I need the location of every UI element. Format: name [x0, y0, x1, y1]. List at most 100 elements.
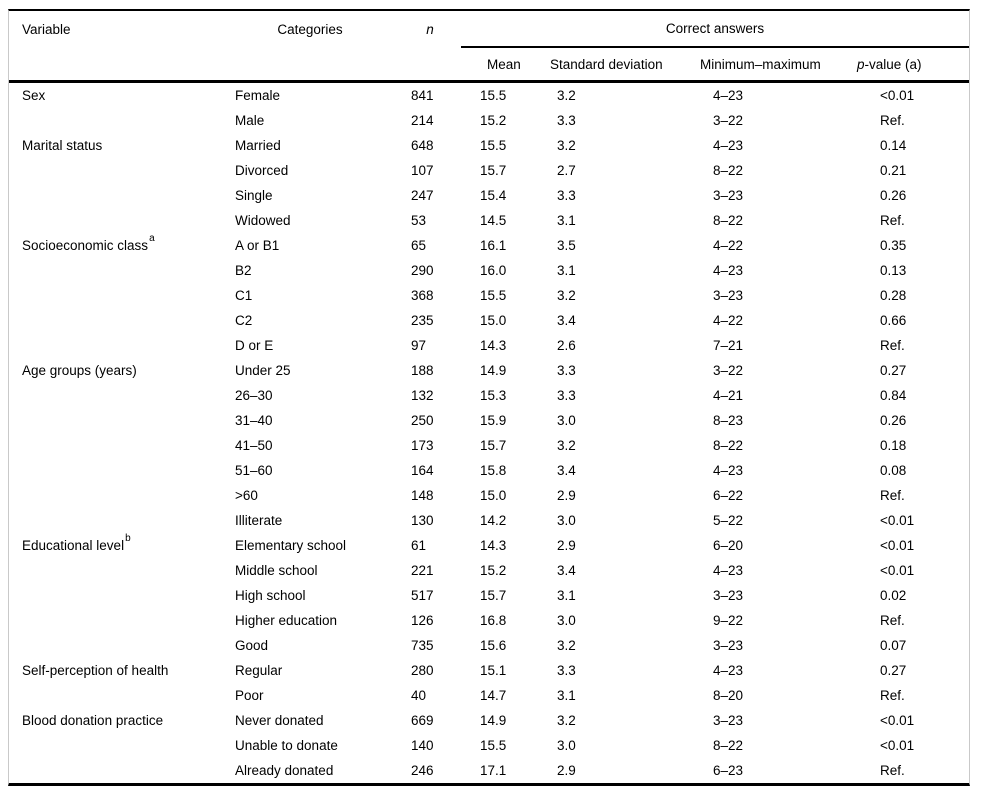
cell-category: Female [235, 88, 281, 103]
cell-variable [9, 758, 221, 783]
col-header-standard-deviation: Standard deviation [531, 47, 687, 83]
cell-variable [9, 633, 221, 658]
cell-p-value: <0.01 [880, 713, 915, 728]
cell-n: 173 [411, 438, 434, 453]
table-row: Widowed 53 14.5 3.1 8–22 Ref. [9, 208, 969, 233]
col-header-mean: Mean [461, 47, 531, 83]
cell-variable: Blood donation practice [9, 708, 221, 733]
cell-variable [9, 558, 221, 583]
cell-mean: 15.0 [480, 313, 507, 328]
cell-p-value: <0.01 [880, 513, 915, 528]
cell-p-value: <0.01 [880, 88, 915, 103]
table-row: C2 235 15.0 3.4 4–22 0.66 [9, 308, 969, 333]
cell-category: 51–60 [235, 463, 273, 478]
cell-n: 648 [411, 138, 434, 153]
variable-label: Self-perception of health [22, 663, 169, 678]
cell-minimum-maximum: 4–23 [713, 563, 744, 578]
cell-category: A or B1 [235, 238, 280, 253]
table-row: C1 368 15.5 3.2 3–23 0.28 [9, 283, 969, 308]
cell-p-value: 0.14 [880, 138, 907, 153]
cell-category: Middle school [235, 563, 318, 578]
cell-n: 164 [411, 463, 434, 478]
cell-variable [9, 208, 221, 233]
cell-standard-deviation: 3.3 [557, 363, 576, 378]
header-row-sub: Mean Standard deviation Minimum–maximum … [9, 47, 970, 83]
cell-minimum-maximum: 3–22 [713, 113, 744, 128]
cell-minimum-maximum: 8–22 [713, 738, 744, 753]
cell-minimum-maximum: 4–23 [713, 463, 744, 478]
cell-p-value: Ref. [880, 113, 905, 128]
cell-p-value: <0.01 [880, 538, 915, 553]
cell-standard-deviation: 2.7 [557, 163, 576, 178]
cell-variable [9, 583, 221, 608]
cell-mean: 14.7 [480, 688, 507, 703]
cell-minimum-maximum: 7–21 [713, 338, 744, 353]
cell-minimum-maximum: 5–22 [713, 513, 744, 528]
table-row: Single 247 15.4 3.3 3–23 0.26 [9, 183, 969, 208]
cell-standard-deviation: 3.4 [557, 563, 576, 578]
cell-mean: 15.8 [480, 463, 507, 478]
cell-variable [9, 333, 221, 358]
cell-category: Unable to donate [235, 738, 338, 753]
cell-standard-deviation: 3.0 [557, 613, 576, 628]
cell-p-value: 0.02 [880, 588, 907, 603]
cell-standard-deviation: 3.2 [557, 88, 576, 103]
variable-label: Sex [22, 88, 46, 103]
cell-mean: 15.5 [480, 738, 507, 753]
cell-variable [9, 483, 221, 508]
cell-n: 126 [411, 613, 434, 628]
cell-n: 290 [411, 263, 434, 278]
table-row: Divorced 107 15.7 2.7 8–22 0.21 [9, 158, 969, 183]
cell-category: Higher education [235, 613, 338, 628]
cell-variable [9, 108, 221, 133]
header-spacer-n [399, 47, 461, 83]
cell-minimum-maximum: 3–23 [713, 713, 744, 728]
cell-mean: 15.7 [480, 438, 507, 453]
cell-standard-deviation: 3.1 [557, 588, 576, 603]
cell-p-value: 0.13 [880, 263, 907, 278]
cell-minimum-maximum: 4–23 [713, 263, 744, 278]
cell-mean: 14.2 [480, 513, 507, 528]
cell-variable [9, 408, 221, 433]
cell-variable: Marital status [9, 133, 221, 158]
cell-p-value: 0.66 [880, 313, 907, 328]
variable-footnote-marker: a [149, 233, 155, 244]
cell-variable [9, 683, 221, 708]
cell-variable [9, 433, 221, 458]
cell-mean: 15.2 [480, 563, 507, 578]
cell-mean: 15.7 [480, 163, 507, 178]
header-spacer-variable [9, 47, 221, 83]
cell-category: 41–50 [235, 438, 273, 453]
col-header-variable: Variable [22, 21, 71, 37]
header-spacer-categories [221, 47, 399, 83]
cell-p-value: Ref. [880, 213, 905, 228]
cell-standard-deviation: 3.5 [557, 238, 576, 253]
cell-standard-deviation: 3.3 [557, 113, 576, 128]
cell-variable [9, 158, 221, 183]
cell-n: 735 [411, 638, 434, 653]
cell-standard-deviation: 2.9 [557, 763, 576, 778]
cell-variable [9, 183, 221, 208]
cell-standard-deviation: 3.2 [557, 288, 576, 303]
cell-standard-deviation: 3.1 [557, 688, 576, 703]
cell-standard-deviation: 3.2 [557, 438, 576, 453]
cell-n: 235 [411, 313, 434, 328]
table-row: Already donated 246 17.1 2.9 6–23 Ref. [9, 758, 969, 783]
cell-minimum-maximum: 4–23 [713, 138, 744, 153]
cell-minimum-maximum: 8–22 [713, 163, 744, 178]
cell-mean: 15.2 [480, 113, 507, 128]
cell-n: 246 [411, 763, 434, 778]
cell-p-value: 0.26 [880, 413, 907, 428]
cell-minimum-maximum: 3–23 [713, 188, 744, 203]
cell-mean: 14.5 [480, 213, 507, 228]
col-header-minimum-maximum: Minimum–maximum [687, 47, 844, 83]
cell-minimum-maximum: 3–23 [713, 588, 744, 603]
cell-standard-deviation: 3.2 [557, 713, 576, 728]
cell-standard-deviation: 3.3 [557, 663, 576, 678]
cell-minimum-maximum: 3–23 [713, 288, 744, 303]
cell-n: 65 [411, 238, 427, 253]
cell-n: 368 [411, 288, 434, 303]
table-row: Higher education 126 16.8 3.0 9–22 Ref. [9, 608, 969, 633]
cell-p-value: 0.18 [880, 438, 907, 453]
cell-standard-deviation: 2.9 [557, 488, 576, 503]
